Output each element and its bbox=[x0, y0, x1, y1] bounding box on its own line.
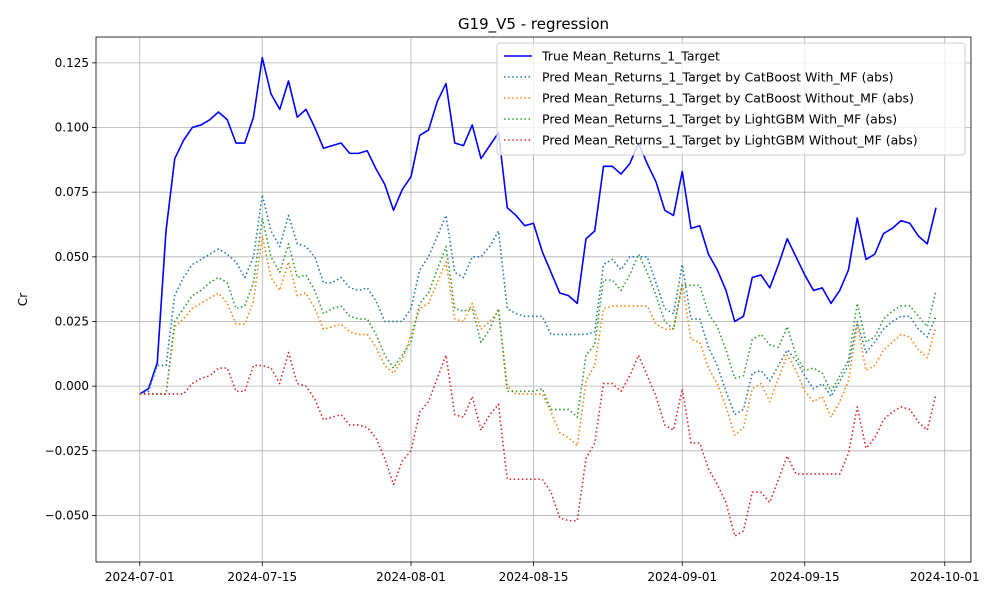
legend-label-2: Pred Mean_Returns_1_Target by CatBoost W… bbox=[542, 70, 893, 85]
legend-box bbox=[496, 42, 966, 156]
y-tick-label: 0.100 bbox=[55, 121, 89, 135]
x-tick-label: 2024-07-15 bbox=[227, 570, 297, 584]
series-layer bbox=[139, 56, 937, 537]
y-tick-label: −0.050 bbox=[45, 508, 89, 522]
series-line-3 bbox=[139, 235, 937, 447]
y-axis-label: Cr bbox=[16, 293, 30, 306]
y-tick-label: 0.025 bbox=[55, 314, 89, 328]
y-tick-label: 0.050 bbox=[55, 250, 89, 264]
legend-label-3: Pred Mean_Returns_1_Target by CatBoost W… bbox=[542, 91, 914, 106]
legend-label-4: Pred Mean_Returns_1_Target by LightGBM W… bbox=[542, 112, 897, 127]
legend-label-1: True Mean_Returns_1_Target bbox=[541, 49, 720, 64]
y-tick-label: 0.075 bbox=[55, 185, 89, 199]
legend: True Mean_Returns_1_Target Pred Mean_Retu… bbox=[496, 42, 966, 156]
x-tick-label: 2024-08-01 bbox=[376, 570, 446, 584]
series-line-5 bbox=[139, 351, 937, 537]
x-tick-label: 2024-08-15 bbox=[499, 570, 569, 584]
legend-label-5: Pred Mean_Returns_1_Target by LightGBM W… bbox=[542, 133, 918, 148]
x-tick-label: 2024-07-01 bbox=[105, 570, 175, 584]
chart-title: G19_V5 - regression bbox=[458, 15, 609, 34]
x-axis-ticks: 2024-07-01 2024-07-15 2024-08-01 2024-08-15… bbox=[105, 562, 980, 584]
y-tick-label: 0.125 bbox=[55, 56, 89, 70]
y-axis-ticks: −0.050 −0.025 0.000 0.025 0.050 0.075 0.100 0.1… bbox=[45, 56, 96, 522]
x-tick-label: 2024-10-01 bbox=[910, 570, 980, 584]
x-tick-label: 2024-09-15 bbox=[770, 570, 840, 584]
y-tick-label: 0.000 bbox=[55, 379, 89, 393]
x-tick-label: 2024-09-01 bbox=[647, 570, 717, 584]
y-tick-label: −0.025 bbox=[45, 444, 89, 458]
series-line-1 bbox=[139, 56, 937, 395]
